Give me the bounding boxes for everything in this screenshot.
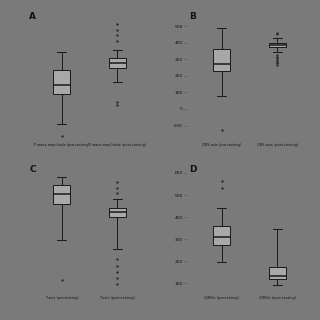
Text: B: B bbox=[189, 12, 196, 21]
Text: D: D bbox=[189, 164, 197, 173]
Bar bbox=[213, 226, 230, 245]
Bar bbox=[53, 185, 70, 204]
Bar bbox=[53, 70, 70, 94]
Bar bbox=[269, 43, 286, 47]
Bar bbox=[109, 208, 126, 217]
Text: A: A bbox=[29, 12, 36, 21]
Bar bbox=[109, 58, 126, 68]
Bar bbox=[213, 49, 230, 71]
Bar bbox=[269, 268, 286, 279]
Text: C: C bbox=[29, 164, 36, 173]
